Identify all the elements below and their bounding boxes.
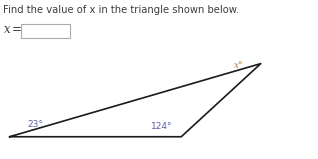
Text: Find the value of x in the triangle shown below.: Find the value of x in the triangle show… xyxy=(3,5,239,15)
Text: 23°: 23° xyxy=(27,120,43,129)
Text: x: x xyxy=(4,23,10,36)
Text: x°: x° xyxy=(234,61,243,70)
FancyBboxPatch shape xyxy=(21,24,70,38)
Text: 124°: 124° xyxy=(151,122,173,131)
Text: =: = xyxy=(12,23,22,36)
